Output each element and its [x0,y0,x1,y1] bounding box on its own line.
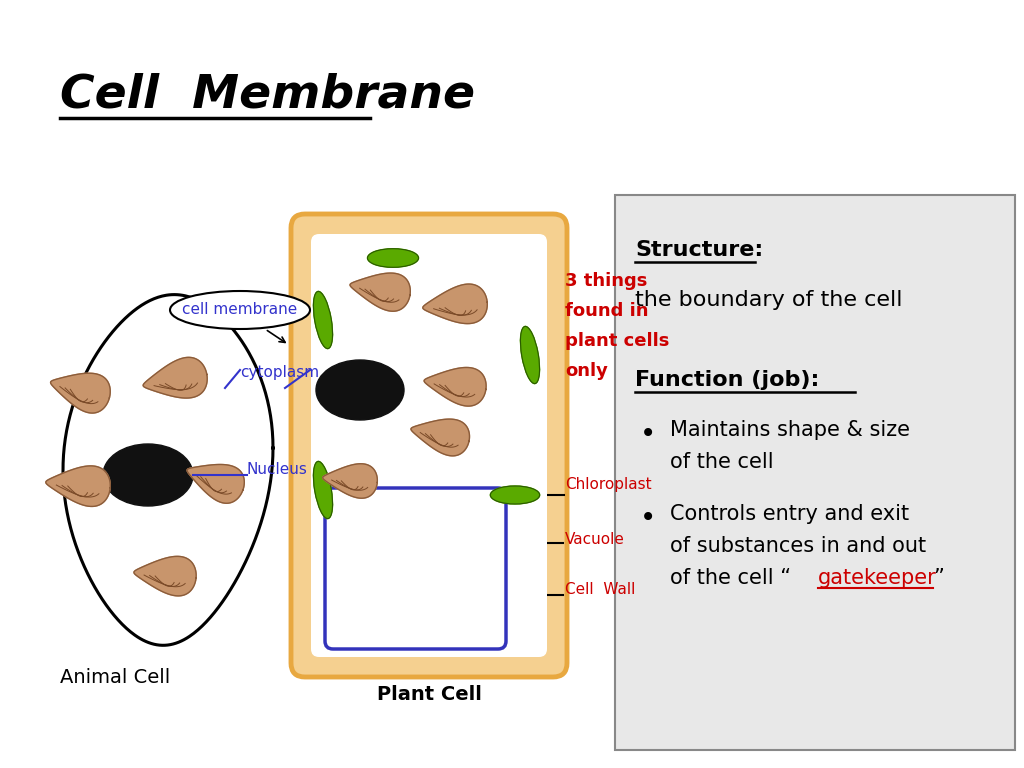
Text: Animal Cell: Animal Cell [60,668,170,687]
Text: Maintains shape & size: Maintains shape & size [670,420,910,440]
FancyBboxPatch shape [615,195,1015,750]
Ellipse shape [316,360,404,420]
Text: •: • [640,504,656,532]
Text: cytoplasm: cytoplasm [240,365,319,380]
Polygon shape [423,284,487,323]
Ellipse shape [490,486,540,504]
Text: of substances in and out: of substances in and out [670,536,926,556]
Polygon shape [134,556,197,596]
Text: ”: ” [933,568,944,588]
Polygon shape [187,465,245,503]
Polygon shape [350,273,411,311]
Text: gatekeeper: gatekeeper [818,568,937,588]
Polygon shape [50,373,111,413]
Text: Structure:: Structure: [635,240,763,260]
Ellipse shape [520,326,540,383]
Text: plant cells: plant cells [565,332,670,350]
Text: Controls entry and exit: Controls entry and exit [670,504,909,524]
FancyBboxPatch shape [311,234,547,657]
FancyBboxPatch shape [325,488,506,649]
Text: of the cell: of the cell [670,452,773,472]
Text: cell membrane: cell membrane [182,303,298,317]
Ellipse shape [313,291,333,349]
Text: only: only [565,362,608,380]
Polygon shape [46,466,111,506]
Ellipse shape [368,249,419,267]
Text: Cell  Wall: Cell Wall [565,582,635,598]
Text: Nucleus: Nucleus [247,462,308,478]
Ellipse shape [103,444,193,506]
FancyBboxPatch shape [291,214,567,677]
Text: Function (job):: Function (job): [635,370,819,390]
Text: •: • [640,420,656,448]
Polygon shape [143,357,207,398]
Text: of the cell “: of the cell “ [670,568,792,588]
Text: found in: found in [565,302,648,320]
Text: Vacuole: Vacuole [565,532,625,548]
Text: 3 things: 3 things [565,272,647,290]
Polygon shape [323,464,377,498]
Polygon shape [424,368,486,406]
Text: Cell  Membrane: Cell Membrane [60,72,475,117]
Ellipse shape [313,462,333,518]
Polygon shape [63,295,273,645]
Text: Chloroplast: Chloroplast [565,478,651,492]
Text: Plant Cell: Plant Cell [377,685,481,704]
Polygon shape [411,419,469,456]
Ellipse shape [170,291,310,329]
Text: the boundary of the cell: the boundary of the cell [635,290,902,310]
